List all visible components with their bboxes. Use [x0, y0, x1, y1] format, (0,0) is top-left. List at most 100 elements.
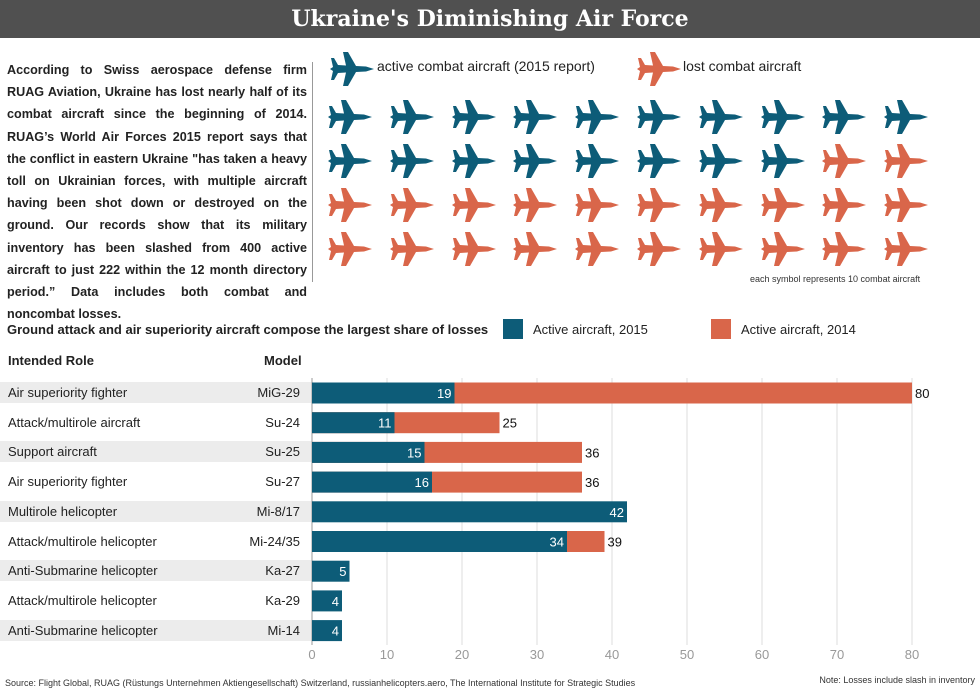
data-label-2015: 15 — [407, 445, 421, 460]
legend-swatch-2015 — [503, 319, 523, 339]
intro-paragraph: According to Swiss aerospace defense fir… — [7, 63, 307, 322]
lost-aircraft-icon — [698, 188, 743, 222]
active-aircraft-icon — [698, 144, 743, 178]
lost-aircraft-icon — [328, 188, 372, 222]
row-shading — [0, 500, 312, 522]
bar-2014 — [312, 531, 605, 552]
lost-aircraft-icon — [451, 188, 496, 222]
lost-aircraft-icon — [575, 232, 620, 266]
active-aircraft-icon — [575, 144, 620, 178]
lost-aircraft-icon — [822, 144, 867, 178]
data-label-2015: 11 — [378, 416, 392, 431]
row-model-label: Mi-8/17 — [256, 503, 300, 519]
data-label-2014: 39 — [608, 535, 622, 550]
data-label-2015: 34 — [550, 535, 564, 550]
data-label-2015: 4 — [332, 594, 339, 609]
bar-2014 — [312, 471, 582, 493]
legend-lost-label: lost combat aircraft — [683, 58, 802, 74]
pictogram-grid — [328, 96, 938, 272]
x-tick-label: 80 — [905, 647, 919, 662]
bar-2015 — [312, 471, 432, 493]
active-aircraft-icon — [575, 100, 620, 134]
data-label-2014: 25 — [503, 416, 517, 431]
data-label-2015: 42 — [610, 505, 624, 520]
bar-2014 — [312, 441, 582, 463]
lost-aircraft-icon — [760, 188, 805, 222]
lost-aircraft-icon — [389, 188, 434, 222]
active-aircraft-icon — [822, 100, 867, 134]
lost-aircraft-icon — [637, 188, 681, 222]
x-tick-label: 70 — [830, 647, 844, 662]
row-shading — [0, 560, 312, 582]
x-tick-label: 60 — [755, 647, 769, 662]
column-header-model: Model — [264, 353, 302, 368]
bar-2015 — [312, 501, 627, 523]
lost-aircraft-icon — [822, 232, 867, 266]
row-model-label: Mi-14 — [267, 622, 300, 638]
row-shading — [0, 441, 312, 463]
legend-active-label: active combat aircraft (2015 report) — [377, 58, 595, 74]
bar-2015 — [312, 531, 567, 552]
row-model-label: Su-25 — [265, 444, 300, 460]
data-label-2015: 19 — [437, 386, 451, 401]
lost-aircraft-icon — [760, 232, 805, 266]
x-tick-label: 0 — [308, 647, 315, 662]
bar-2015 — [312, 412, 395, 434]
lost-aircraft-icon — [451, 232, 496, 266]
row-shading — [0, 619, 312, 641]
lost-aircraft-icon — [822, 188, 867, 222]
row-shading — [0, 382, 312, 403]
active-aircraft-icon — [389, 100, 434, 134]
lost-aircraft-icon — [328, 232, 372, 266]
active-aircraft-icon — [698, 100, 743, 134]
active-aircraft-icon — [884, 100, 929, 134]
legend-label-2015: Active aircraft, 2015 — [533, 322, 648, 337]
active-aircraft-icon — [451, 144, 496, 178]
active-aircraft-icon — [637, 144, 681, 178]
fighter-jet-icon — [330, 52, 374, 86]
data-label-2015: 16 — [415, 475, 429, 490]
fighter-jet-icon — [637, 52, 681, 86]
legend-swatch-2014 — [711, 319, 731, 339]
row-role-label: Multirole helicopter — [8, 503, 118, 519]
x-tick-label: 30 — [530, 647, 544, 662]
row-model-label: MiG-29 — [257, 385, 300, 400]
active-aircraft-icon — [760, 100, 805, 134]
bar-2014 — [312, 382, 912, 404]
active-aircraft-icon — [328, 144, 372, 178]
row-role-label: Support aircraft — [8, 444, 97, 460]
row-role-label: Air superiority fighter — [8, 385, 128, 400]
data-label-2014: 36 — [585, 475, 599, 490]
row-role-label: Air superiority fighter — [8, 474, 128, 490]
active-aircraft-icon — [451, 100, 496, 134]
data-label-2014: 36 — [585, 445, 599, 460]
active-aircraft-icon — [513, 144, 558, 178]
bar-2014 — [312, 412, 500, 434]
chart-heading: Ground attack and air superiority aircra… — [7, 322, 489, 337]
bar-2015 — [312, 560, 350, 582]
row-role-label: Anti-Submarine helicopter — [8, 563, 158, 579]
page-title: Ukraine's Diminishing Air Force — [0, 0, 980, 38]
active-aircraft-icon — [328, 100, 372, 134]
footnote: Note: Losses include slash in inventory — [819, 675, 975, 685]
active-aircraft-icon — [513, 100, 558, 134]
bar-2015 — [312, 590, 342, 612]
row-model-label: Su-24 — [265, 414, 300, 430]
active-aircraft-icon — [760, 144, 805, 178]
lost-aircraft-icon — [513, 232, 558, 266]
row-role-label: Attack/multirole helicopter — [8, 592, 157, 608]
x-tick-label: 20 — [455, 647, 469, 662]
data-label-2015: 5 — [339, 564, 346, 579]
bar-2015 — [312, 620, 342, 642]
symbol-note: each symbol represents 10 combat aircraf… — [750, 274, 921, 284]
lost-aircraft-icon — [884, 232, 929, 266]
lost-aircraft-icon — [637, 232, 681, 266]
lost-aircraft-icon — [513, 188, 558, 222]
x-tick-label: 50 — [680, 647, 694, 662]
lost-aircraft-icon — [884, 188, 929, 222]
data-label-2015: 4 — [332, 624, 339, 639]
data-label-2014: 80 — [915, 386, 929, 401]
row-model-label: Ka-27 — [265, 563, 300, 579]
lost-aircraft-icon — [884, 144, 929, 178]
lost-aircraft-icon — [575, 188, 620, 222]
